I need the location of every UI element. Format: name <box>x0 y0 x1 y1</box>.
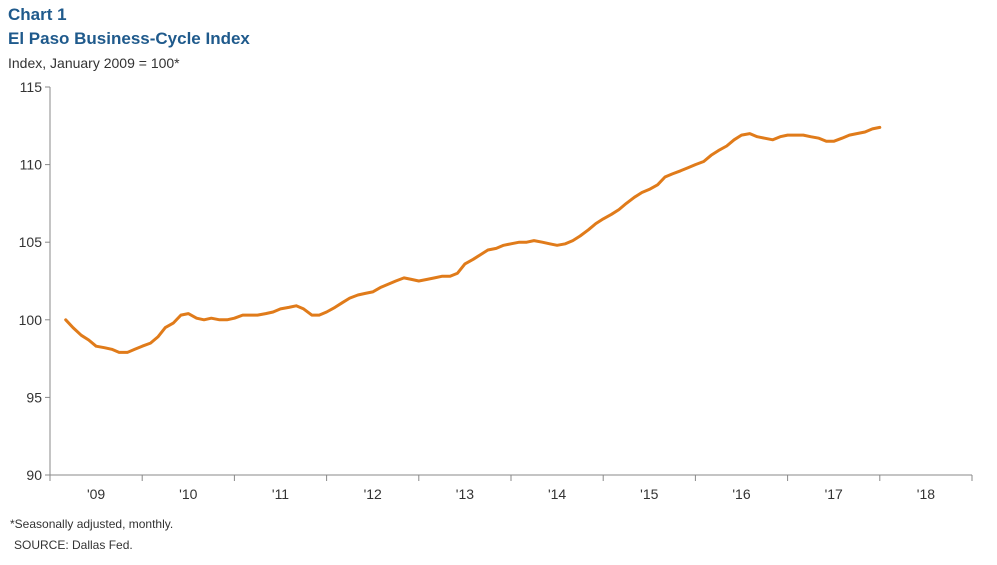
y-tick-label: 95 <box>26 389 42 405</box>
y-tick-label: 90 <box>26 467 42 483</box>
y-axis: 90 95 100 105 110 115 <box>19 79 51 483</box>
x-axis: '09 '10 '11 '12 '13 '14 '15 '16 '17 '18 <box>49 474 973 502</box>
chart-subtitle: Index, January 2009 = 100* <box>8 55 180 71</box>
y-tick-label: 100 <box>19 312 43 328</box>
x-tick-label: '11 <box>272 486 289 502</box>
x-tick-label: '12 <box>364 486 382 502</box>
x-tick-label: '17 <box>825 486 843 502</box>
footnote: *Seasonally adjusted, monthly. <box>10 517 174 531</box>
series-group <box>64 125 882 354</box>
x-tick-label: '10 <box>179 486 197 502</box>
x-tick-label: '14 <box>548 486 566 502</box>
source-note: SOURCE: Dallas Fed. <box>14 538 133 552</box>
y-tick-label: 110 <box>20 157 43 173</box>
y-tick-label: 115 <box>20 79 43 95</box>
series-line-0 <box>64 125 882 354</box>
chart-number-label: Chart 1 <box>8 5 67 24</box>
x-tick-label: '18 <box>917 486 935 502</box>
y-tick-label: 105 <box>19 234 43 250</box>
chart-title: El Paso Business-Cycle Index <box>8 29 250 48</box>
x-tick-label: '13 <box>456 486 474 502</box>
x-tick-label: '16 <box>732 486 750 502</box>
x-tick-label: '09 <box>87 486 105 502</box>
x-tick-label: '15 <box>640 486 658 502</box>
